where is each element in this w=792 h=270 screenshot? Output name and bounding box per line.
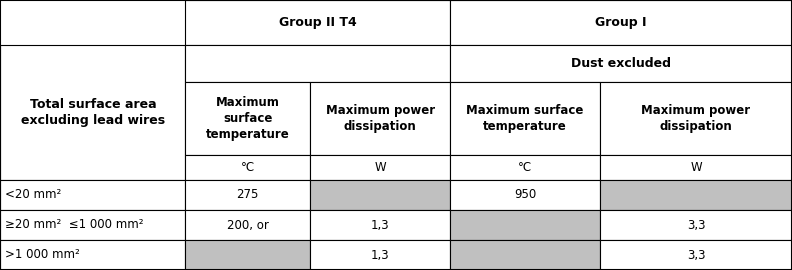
Text: Dust excluded: Dust excluded [571,57,671,70]
Text: 1,3: 1,3 [371,248,390,262]
Bar [600,180,792,210]
Text: 275: 275 [237,188,259,201]
Text: W: W [691,161,702,174]
Text: Total surface area
excluding lead wires: Total surface area excluding lead wires [21,98,165,127]
Bar [310,82,450,155]
Bar [310,240,450,270]
Bar [185,155,310,180]
Text: Maximum surface
temperature: Maximum surface temperature [466,104,584,133]
Text: Maximum power
dissipation: Maximum power dissipation [642,104,751,133]
Text: °C: °C [241,161,255,174]
Bar [0,210,185,240]
Bar [185,210,310,240]
Bar [450,82,600,155]
Text: °C: °C [518,161,532,174]
Bar [310,155,450,180]
Bar [185,240,310,270]
Bar [185,45,450,82]
Bar [450,155,600,180]
Bar [450,240,600,270]
Text: 3,3: 3,3 [687,248,706,262]
Text: 3,3: 3,3 [687,218,706,231]
Bar [450,180,600,210]
Bar [310,210,450,240]
Text: 1,3: 1,3 [371,218,390,231]
Bar [0,240,185,270]
Bar [600,82,792,155]
Text: Maximum power
dissipation: Maximum power dissipation [326,104,435,133]
Text: Group I: Group I [596,16,647,29]
Bar [310,180,450,210]
Bar [450,0,792,45]
Bar [450,210,600,240]
Text: >1 000 mm²: >1 000 mm² [6,248,80,262]
Bar [600,155,792,180]
Bar [0,180,185,210]
Bar [600,210,792,240]
Text: Group II T4: Group II T4 [279,16,356,29]
Text: Maximum
surface
temperature: Maximum surface temperature [206,96,290,141]
Text: 950: 950 [514,188,536,201]
Text: ≥20 mm²  ≤1 000 mm²: ≥20 mm² ≤1 000 mm² [6,218,144,231]
Text: <20 mm²: <20 mm² [6,188,62,201]
Text: W: W [375,161,386,174]
Bar [600,240,792,270]
Bar [185,180,310,210]
Bar [0,45,185,180]
Bar [185,82,310,155]
Bar [185,0,450,45]
Bar [450,45,792,82]
Text: 200, or: 200, or [227,218,268,231]
